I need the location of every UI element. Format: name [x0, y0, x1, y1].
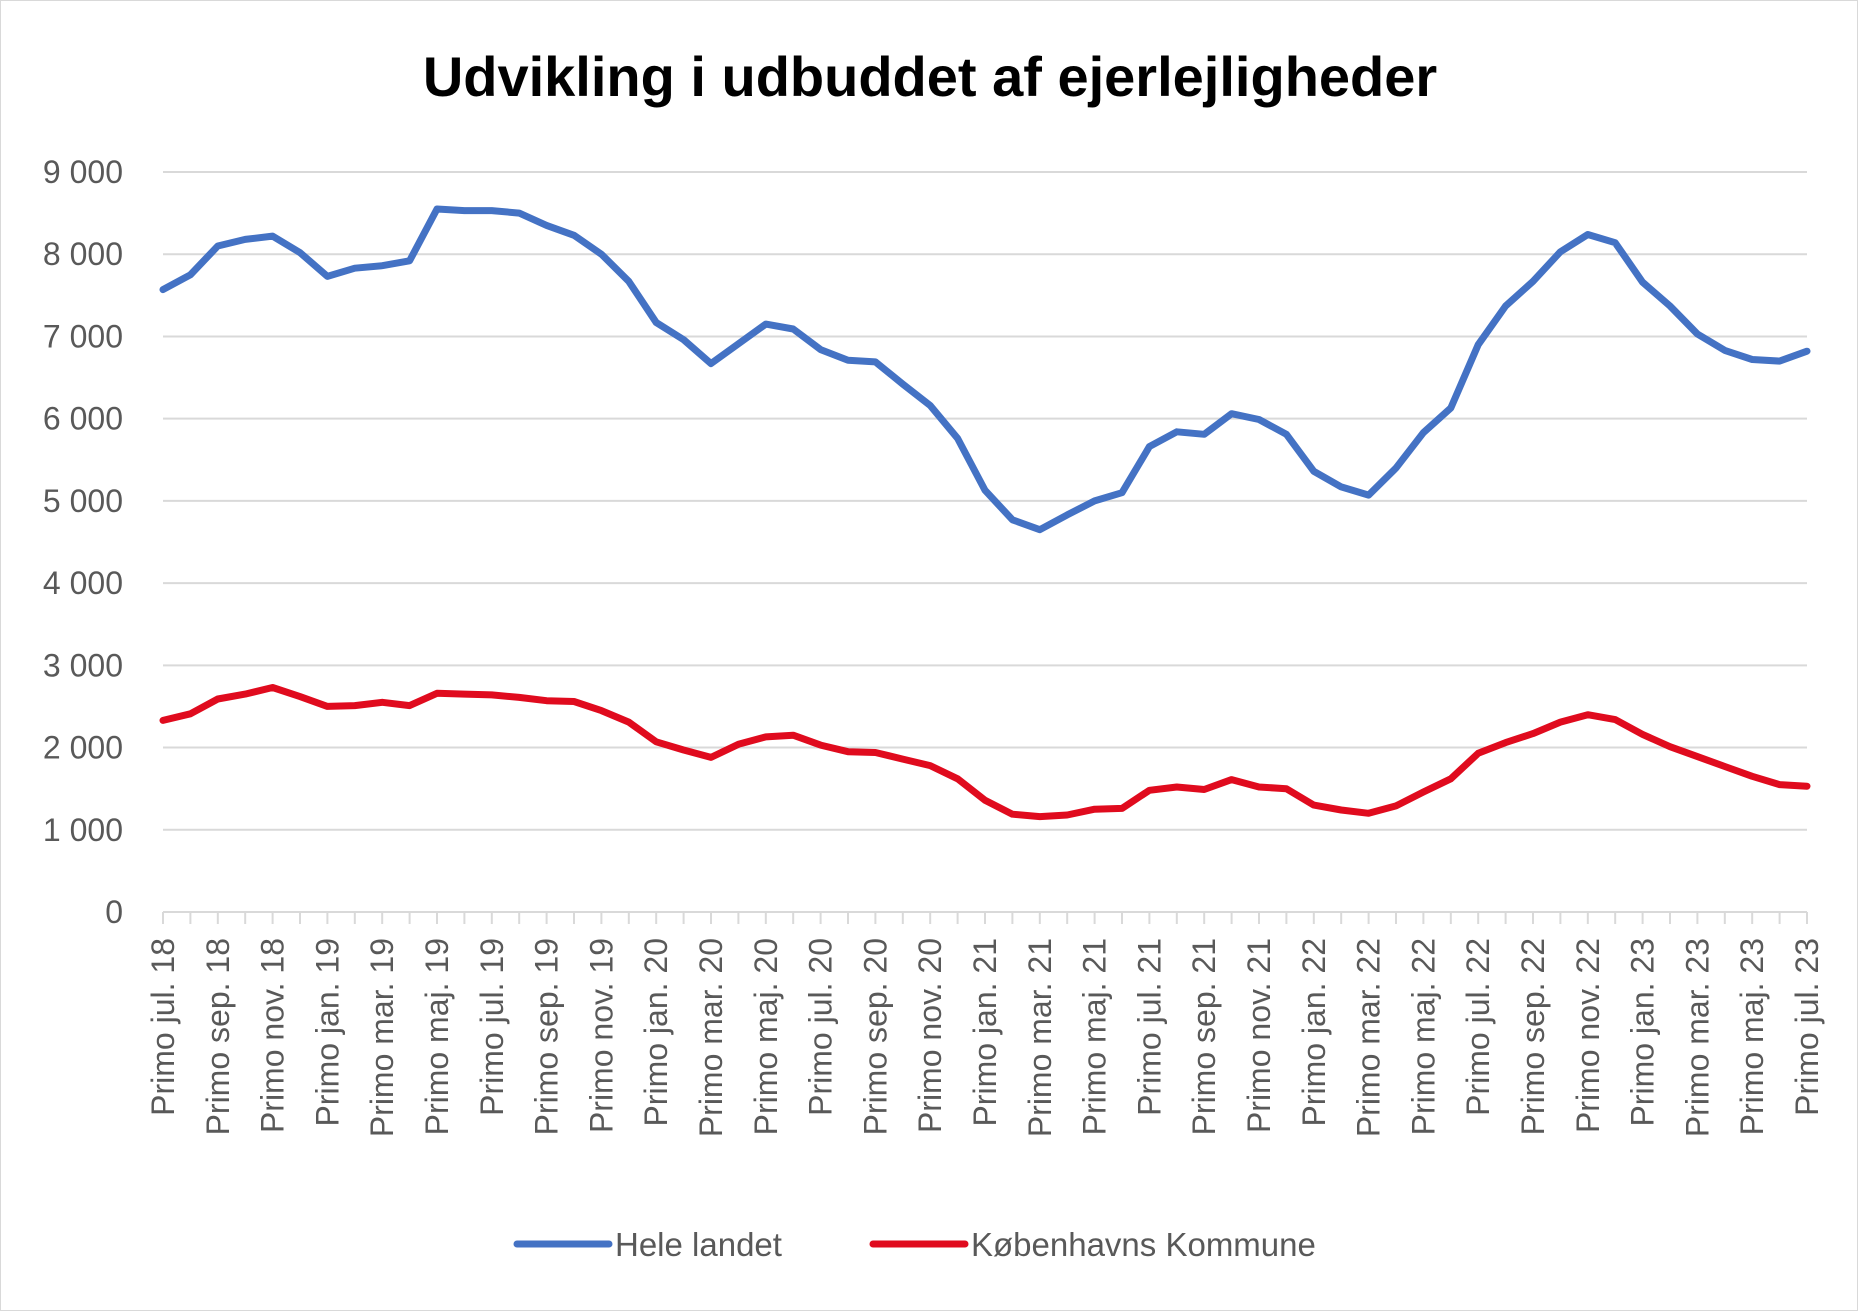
x-tick-label: Primo nov. 19: [583, 938, 619, 1133]
x-tick-label: Primo nov. 21: [1241, 938, 1277, 1133]
x-tick-label: Primo jul. 23: [1789, 938, 1825, 1116]
x-tick-label: Primo jan. 20: [638, 938, 674, 1127]
y-tick-label: 6 000: [43, 401, 123, 437]
gridlines: [163, 171, 1807, 913]
x-tick-label: Primo sep. 22: [1515, 938, 1551, 1135]
x-tick-label: Primo jan. 21: [967, 938, 1003, 1127]
x-tick-label: Primo mar. 19: [364, 938, 400, 1137]
x-tick-label: Primo jul. 18: [145, 938, 181, 1116]
y-tick-label: 3 000: [43, 647, 123, 683]
series-line-1: [159, 684, 1811, 821]
y-tick-label: 0: [105, 894, 123, 930]
x-tick-label: Primo jul. 21: [1131, 938, 1167, 1116]
legend: Hele landet Københavns Kommune: [513, 1226, 1316, 1263]
y-tick-label: 2 000: [43, 730, 123, 766]
x-tick-label: Primo maj. 21: [1077, 938, 1113, 1135]
x-tick-label: Primo jan. 19: [309, 938, 345, 1127]
x-tick-label: Primo maj. 23: [1734, 938, 1770, 1135]
x-tick-label: Primo maj. 20: [748, 938, 784, 1135]
y-tick-label: 7 000: [43, 318, 123, 354]
y-tick-label: 9 000: [43, 154, 123, 190]
x-tick-label: Primo mar. 23: [1679, 938, 1715, 1137]
x-tick-label: Primo sep. 21: [1186, 938, 1222, 1135]
x-tick-label: Primo maj. 19: [419, 938, 455, 1135]
legend-label-0: Hele landet: [615, 1226, 782, 1263]
y-tick-label: 1 000: [43, 812, 123, 848]
x-tick-label: Primo jul. 20: [803, 938, 839, 1116]
x-tick-label: Primo nov. 22: [1570, 938, 1606, 1133]
x-tick-label: Primo mar. 20: [693, 938, 729, 1137]
x-tick-label: Primo sep. 18: [200, 938, 236, 1135]
x-tick-label: Primo maj. 22: [1405, 938, 1441, 1135]
x-tick-label: Primo jan. 22: [1296, 938, 1332, 1127]
x-tick-label: Primo mar. 21: [1022, 938, 1058, 1137]
x-tick-label: Primo jul. 19: [474, 938, 510, 1116]
x-tick-label: Primo jul. 22: [1460, 938, 1496, 1116]
x-tick-label: Primo nov. 18: [255, 938, 291, 1133]
y-tick-label: 4 000: [43, 565, 123, 601]
legend-label-1: Københavns Kommune: [971, 1226, 1316, 1263]
x-tick-label: Primo sep. 19: [529, 938, 565, 1135]
chart-title: Udvikling i udbuddet af ejerlejligheder: [423, 45, 1437, 108]
y-axis-tick-labels: 0 1 000 2 000 3 000 4 000 5 000 6 000 7 000 8 00…: [43, 154, 123, 930]
x-tick-label: Primo nov. 20: [912, 938, 948, 1133]
x-tick-label: Primo jan. 23: [1625, 938, 1661, 1127]
series-lines: [159, 205, 1811, 821]
y-tick-label: 5 000: [43, 483, 123, 519]
x-tick-label: Primo mar. 22: [1351, 938, 1387, 1137]
y-tick-label: 8 000: [43, 236, 123, 272]
series-line-0: [159, 205, 1811, 534]
x-axis-tick-labels: Primo jul. 18 Primo sep. 18 Primo nov. 18 P…: [145, 912, 1825, 1137]
x-tick-label: Primo sep. 20: [857, 938, 893, 1135]
